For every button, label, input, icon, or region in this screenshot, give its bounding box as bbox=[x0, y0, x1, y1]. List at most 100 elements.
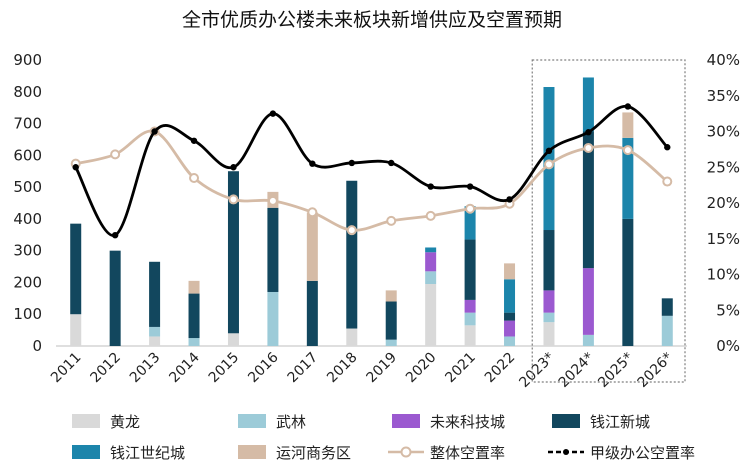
legend-label: 钱江新城 bbox=[590, 413, 650, 431]
x-tick-label: 2019 bbox=[364, 350, 401, 387]
series-line bbox=[75, 129, 669, 232]
data-point bbox=[228, 194, 239, 205]
bar-segment bbox=[346, 180, 358, 329]
bar-segment bbox=[543, 322, 555, 346]
y-tick-label: 200 bbox=[13, 273, 42, 291]
bar-segment bbox=[504, 320, 516, 337]
bar-segment bbox=[504, 312, 516, 321]
y-tick-label: 300 bbox=[13, 242, 42, 260]
data-point bbox=[230, 164, 237, 171]
y2-tick-label: 30% bbox=[707, 123, 740, 141]
y-tick-label: 700 bbox=[13, 115, 42, 133]
bar-segment bbox=[504, 336, 516, 346]
y-tick-label: 100 bbox=[13, 305, 42, 323]
data-point bbox=[346, 225, 357, 236]
x-tick-label: 2021 bbox=[442, 350, 479, 387]
bars bbox=[70, 77, 673, 346]
bar-segment bbox=[425, 247, 437, 253]
y2-tick-label: 25% bbox=[707, 158, 740, 176]
data-point bbox=[309, 160, 316, 167]
data-point bbox=[190, 137, 198, 144]
x-tick-label: 2025* bbox=[595, 350, 636, 391]
bar-segment bbox=[582, 77, 594, 132]
y2-tick-label: 15% bbox=[707, 230, 740, 248]
x-tick-label: 2026* bbox=[635, 350, 676, 391]
legend-label: 黄龙 bbox=[110, 413, 140, 431]
bar-segment bbox=[267, 291, 279, 346]
bar-segment bbox=[385, 339, 397, 346]
data-point bbox=[388, 159, 395, 167]
x-tick-label: 2017 bbox=[285, 350, 322, 387]
bar-segment bbox=[346, 328, 358, 346]
bar-segment bbox=[385, 301, 397, 340]
bar-segment bbox=[582, 131, 594, 269]
y2-tick-label: 20% bbox=[707, 194, 740, 212]
data-point bbox=[543, 159, 554, 170]
x-tick-label: 2024* bbox=[556, 350, 597, 391]
legend-label: 钱江世纪城 bbox=[110, 444, 185, 462]
y2-tick-label: 35% bbox=[707, 87, 740, 105]
x-tick-label: 2018 bbox=[324, 350, 361, 387]
data-point bbox=[72, 164, 79, 171]
bar-segment bbox=[543, 87, 555, 231]
y-tick-label: 400 bbox=[13, 210, 42, 228]
x-tick-label: 2015 bbox=[206, 350, 243, 387]
y2-tick-label: 10% bbox=[707, 266, 740, 284]
y2-tick-label: 0% bbox=[716, 337, 740, 355]
legend-swatch bbox=[72, 414, 100, 428]
data-point bbox=[664, 144, 671, 151]
legend-swatch bbox=[552, 414, 580, 428]
legend-label: 武林 bbox=[276, 413, 306, 431]
series-line bbox=[74, 105, 669, 237]
bar-segment bbox=[149, 261, 161, 327]
bar-segment bbox=[582, 334, 594, 346]
data-point bbox=[348, 159, 355, 167]
x-tick-label: 2014 bbox=[166, 349, 203, 386]
x-tick-label: 2023* bbox=[516, 350, 557, 391]
bar-segment bbox=[306, 212, 318, 281]
bar-segment bbox=[504, 279, 516, 313]
bar-segment bbox=[464, 325, 476, 346]
data-point bbox=[622, 145, 633, 156]
data-point bbox=[151, 128, 158, 135]
data-point bbox=[545, 147, 553, 155]
bar-segment bbox=[425, 284, 437, 346]
data-point bbox=[307, 207, 318, 218]
bar-segment bbox=[385, 290, 397, 302]
data-point bbox=[506, 196, 513, 203]
legend-swatch bbox=[238, 414, 266, 428]
y-tick-label: 900 bbox=[13, 51, 42, 69]
y-tick-label: 500 bbox=[13, 178, 42, 196]
chart-title: 全市优质办公楼未来板块新增供应及空置预期 bbox=[182, 9, 562, 31]
bar-segment bbox=[661, 315, 673, 346]
forecast-box-outline bbox=[531, 59, 686, 383]
bar-segment bbox=[661, 298, 673, 316]
data-point bbox=[386, 215, 397, 226]
bar-segment bbox=[267, 207, 279, 292]
bar-segment bbox=[188, 338, 200, 346]
data-point bbox=[662, 176, 673, 187]
bar-segment bbox=[543, 230, 555, 291]
bar-segment bbox=[425, 252, 437, 272]
lines bbox=[70, 103, 673, 239]
data-point bbox=[585, 129, 592, 136]
bar-segment bbox=[149, 336, 161, 346]
legend-marker bbox=[563, 449, 569, 455]
bar-segment bbox=[464, 299, 476, 313]
legend-label: 整体空置率 bbox=[430, 444, 505, 462]
bar-segment bbox=[70, 223, 82, 315]
legend-swatch bbox=[238, 445, 266, 459]
legend-swatch bbox=[392, 414, 420, 428]
bar-segment bbox=[188, 293, 200, 339]
bar-segment bbox=[149, 326, 161, 337]
y2-tick-label: 40% bbox=[707, 51, 740, 69]
bar-segment bbox=[425, 271, 437, 285]
y-tick-label: 600 bbox=[13, 146, 42, 164]
bar-segment bbox=[70, 314, 82, 346]
bar-segment bbox=[109, 250, 121, 346]
legend-label: 未来科技城 bbox=[430, 413, 505, 431]
forecast-box bbox=[531, 59, 686, 383]
x-tick-label: 2020 bbox=[403, 350, 440, 387]
x-tick-label: 2013 bbox=[127, 350, 164, 387]
bar-segment bbox=[227, 171, 239, 334]
